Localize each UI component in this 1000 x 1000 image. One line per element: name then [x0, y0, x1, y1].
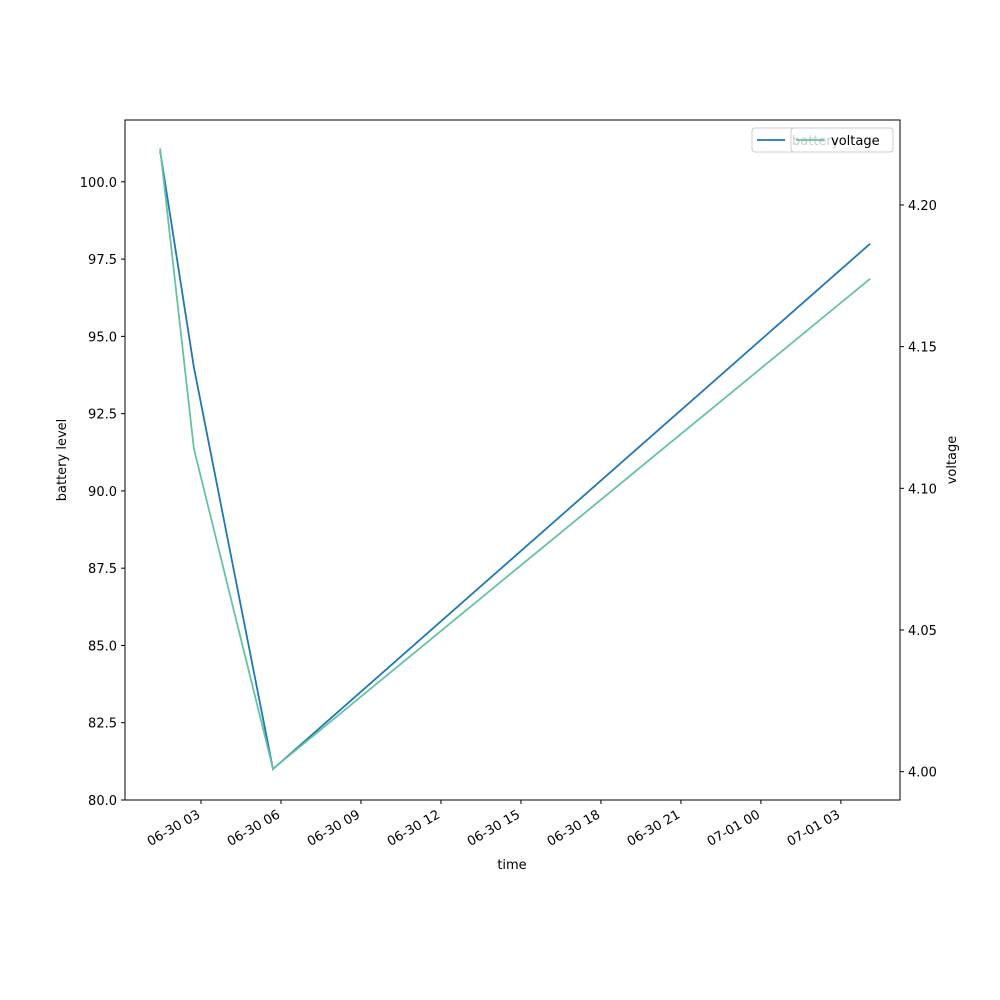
y-tick-label: 80.0: [88, 794, 117, 809]
plot-frame: [124, 119, 901, 801]
y-tick-label: 82.5: [88, 717, 117, 732]
legend-box: [790, 127, 894, 153]
x-tick-label: 06-30 15: [465, 807, 523, 849]
x-tick-label: 06-30 09: [305, 807, 363, 849]
series-line: [159, 150, 871, 771]
y-tick-label: 100.0: [80, 176, 117, 191]
x-tick-label: 07-01 00: [705, 807, 763, 849]
y2-tick-label: 4.05: [908, 624, 937, 639]
y2-tick-label: 4.15: [908, 341, 937, 356]
series-line: [159, 148, 871, 771]
x-tick-label: 06-30 03: [145, 807, 203, 849]
x-tick-label: 06-30 18: [545, 807, 603, 849]
y-axis-label: battery level: [55, 419, 70, 502]
x-axis-label: time: [497, 858, 526, 873]
y2-tick-label: 4.20: [908, 199, 937, 214]
y2-axis-label: voltage: [945, 436, 960, 485]
y-tick-label: 95.0: [88, 330, 117, 345]
y2-tick-label: 4.00: [908, 766, 937, 781]
y-tick-label: 97.5: [88, 253, 117, 268]
x-tick-label: 06-30 21: [625, 807, 683, 849]
y-tick-label: 85.0: [88, 639, 117, 654]
y2-tick-label: 4.10: [908, 482, 937, 497]
y-tick-label: 90.0: [88, 485, 117, 500]
legend-label: voltage: [831, 134, 880, 149]
x-tick-label: 06-30 06: [225, 807, 283, 849]
x-tick-label: 07-01 03: [785, 807, 843, 849]
x-tick-label: 06-30 12: [385, 807, 443, 849]
y-tick-label: 92.5: [88, 408, 117, 423]
y-tick-label: 87.5: [88, 562, 117, 577]
